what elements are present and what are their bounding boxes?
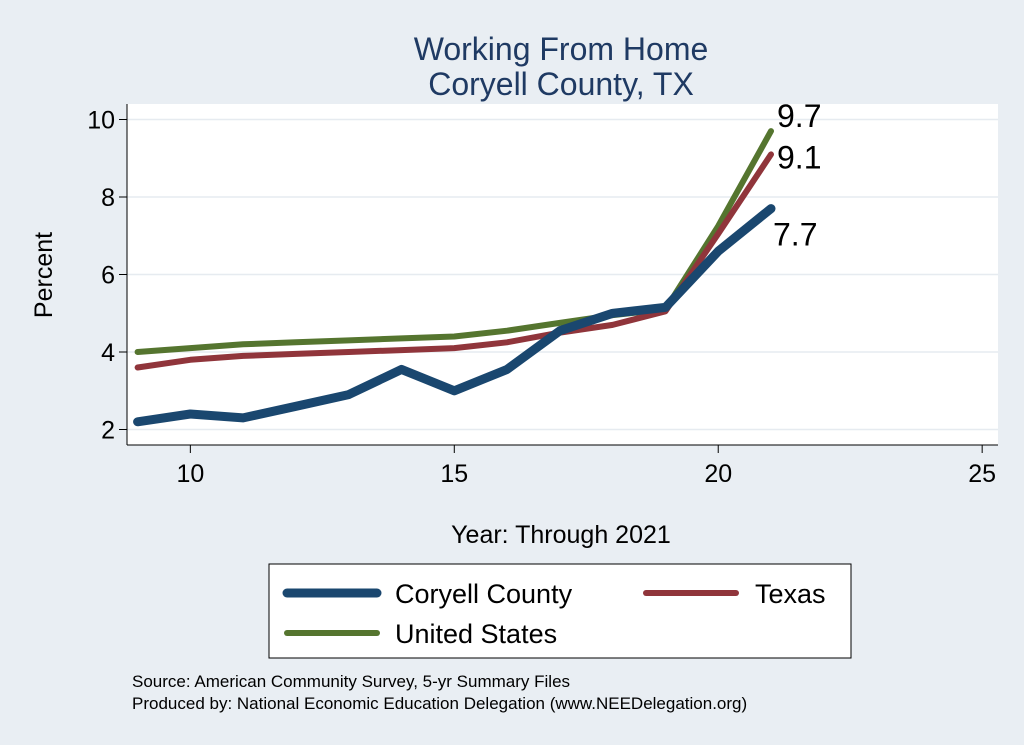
y-tick-label-10: 10 [87,107,115,135]
chart-title-line-2: Coryell County, TX [428,66,694,102]
legend: Coryell County Texas United States [268,563,852,659]
source-note: Source: American Community Survey, 5-yr … [132,672,570,691]
y-axis-title: Percent [30,232,58,318]
y-tick-label-8: 8 [101,184,115,212]
axes: 2 4 6 8 10 10 15 20 25 [87,104,998,488]
end-labels: 7.7 9.1 9.7 [773,98,821,253]
x-tick-label-15: 15 [440,460,468,488]
x-tick-label-10: 10 [176,460,204,488]
legend-label-coryell-county: Coryell County [395,579,573,609]
end-label-coryell-county: 7.7 [773,217,817,253]
legend-items: Coryell County Texas United States [282,579,826,649]
y-tick-label-6: 6 [101,262,115,290]
producer-note: Produced by: National Economic Education… [132,694,747,713]
series-lines [133,128,776,427]
x-tick-label-20: 20 [704,460,732,488]
legend-label-texas: Texas [755,579,826,609]
x-axis-title: Year: Through 2021 [451,521,671,549]
y-tick-label-4: 4 [101,339,115,367]
end-label-united-states: 9.7 [777,98,821,134]
series-line-coryell-county [133,204,776,427]
chart-title-line-1: Working From Home [414,31,709,67]
legend-label-united-states: United States [395,619,557,649]
x-tick-label-25: 25 [968,460,996,488]
y-tick-label-2: 2 [101,417,115,445]
legend-box [268,563,852,659]
end-label-texas: 9.1 [777,139,821,175]
